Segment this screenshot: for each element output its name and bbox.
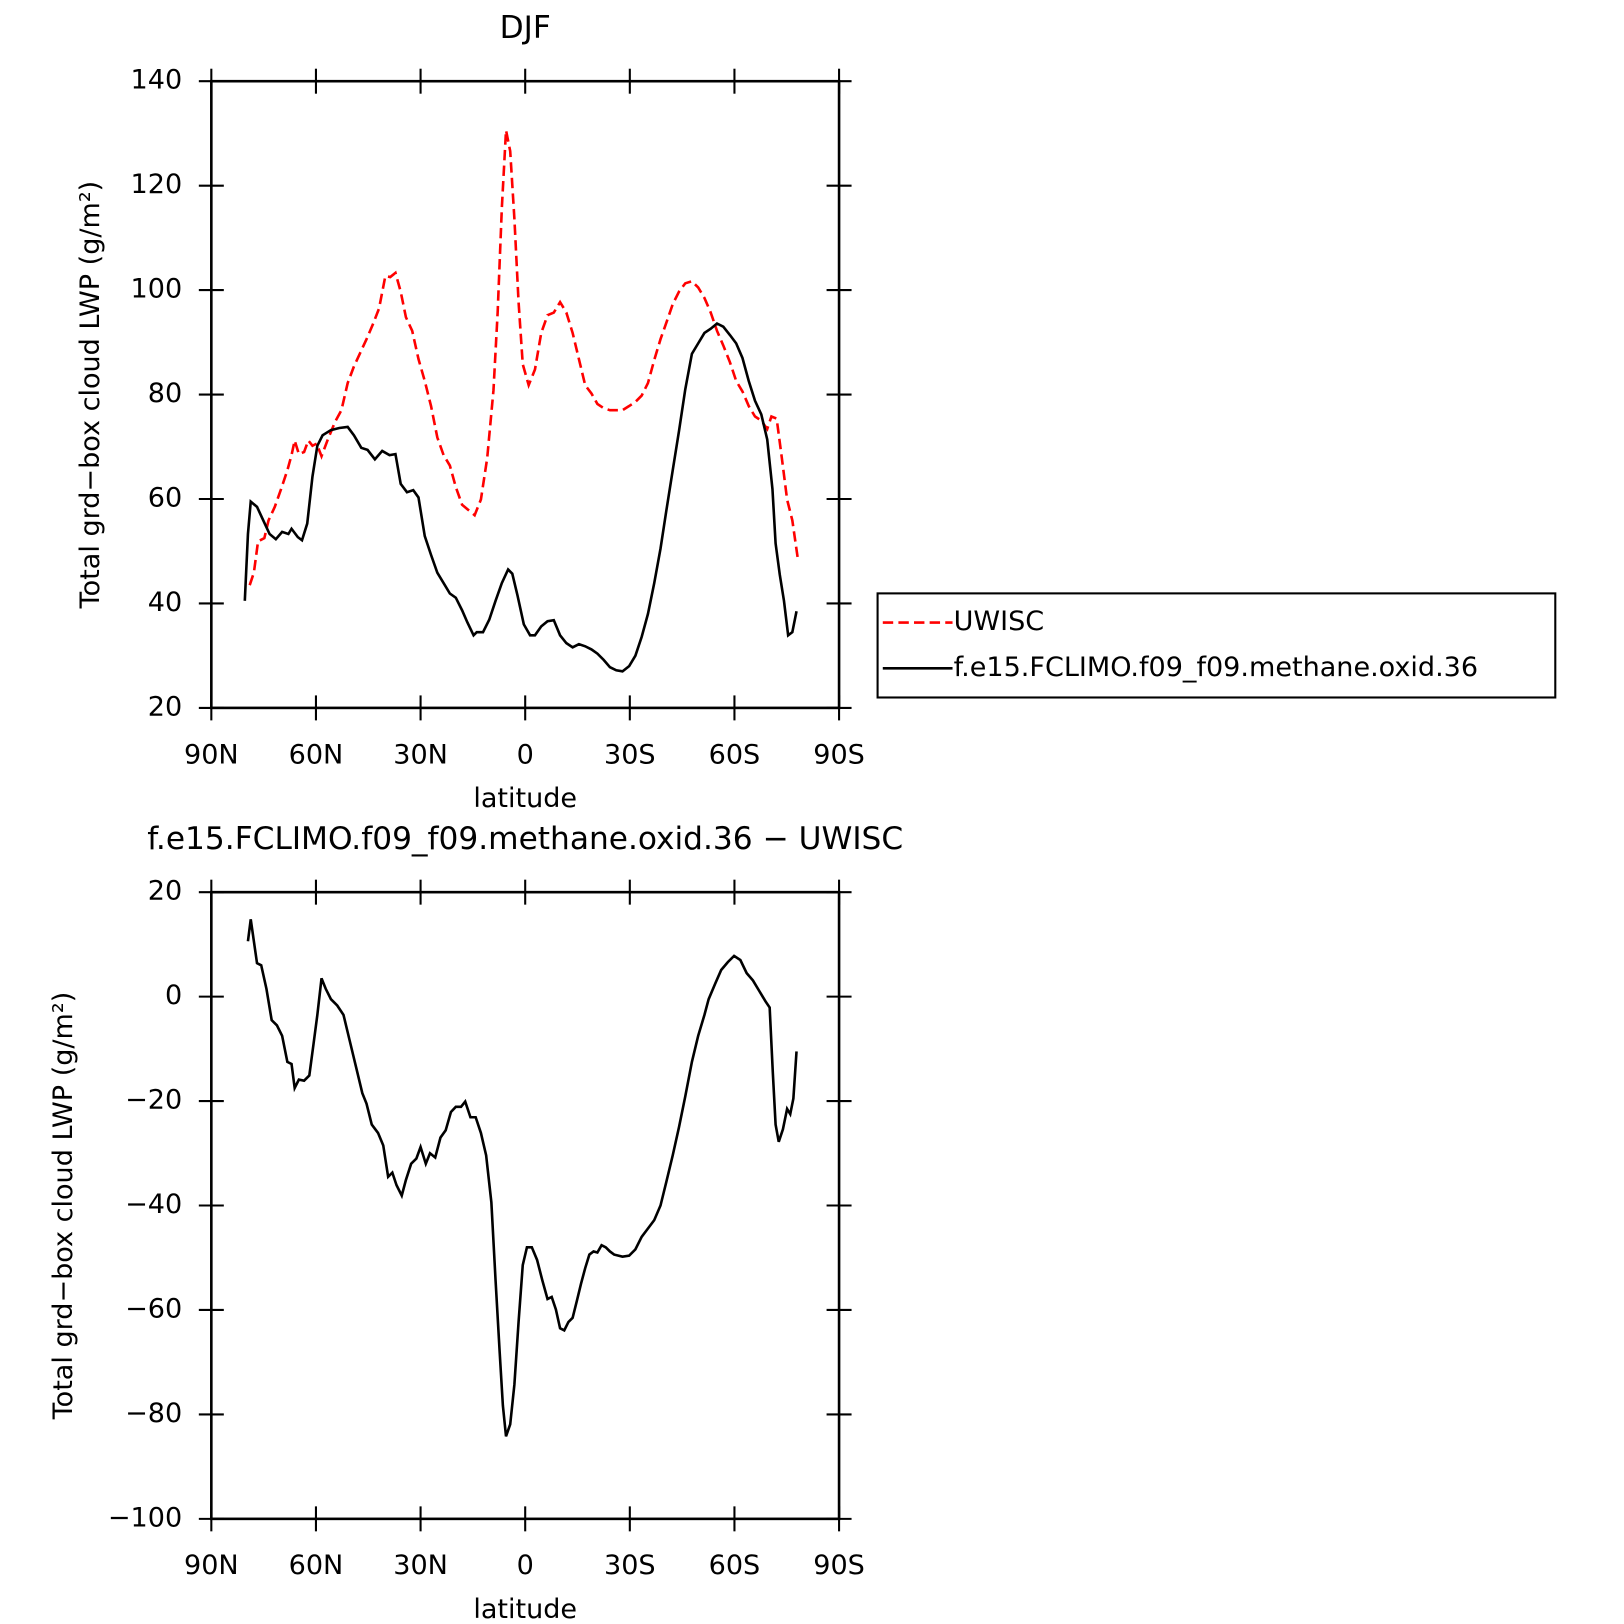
x-tick-label: 30N: [393, 739, 448, 770]
plot-frame: [210, 890, 841, 1521]
y-tick-label: 100: [131, 274, 183, 305]
y-tick-label: 0: [165, 980, 182, 1011]
x-tick-label: 0: [517, 1550, 534, 1581]
x-tick-label: 60N: [289, 739, 344, 770]
y-tick-label: 40: [148, 587, 182, 618]
y-tick-label: −60: [125, 1293, 182, 1324]
x-tick-label: 30N: [393, 1550, 448, 1581]
x-tick-label: 90N: [184, 739, 239, 770]
y-tick-label: 80: [148, 378, 182, 409]
x-tick-label: 90S: [813, 1550, 865, 1581]
x-tick-label: 60S: [709, 739, 761, 770]
y-tick-label: 20: [148, 691, 182, 722]
y-tick-label: −80: [125, 1398, 182, 1429]
x-tick-label: 0: [517, 739, 534, 770]
x-axis-label: latitude: [473, 1594, 577, 1624]
x-tick-label: 90S: [813, 739, 865, 770]
legend-box: [876, 592, 1557, 699]
y-tick-label: −20: [125, 1085, 182, 1116]
data-line: [243, 321, 798, 673]
y-axis-label: Total grd−box cloud LWP (g/m²): [75, 181, 106, 610]
x-axis-label: latitude: [473, 783, 577, 814]
y-tick-label: 20: [148, 876, 182, 907]
y-axis-label: Total grd−box cloud LWP (g/m²): [48, 992, 79, 1421]
x-tick-label: 90N: [184, 1550, 239, 1581]
legend-label: UWISC: [954, 606, 1045, 637]
chart-title: f.e15.FCLIMO.f09_f09.methane.oxid.36 − U…: [147, 821, 903, 857]
chart-title: DJF: [500, 10, 551, 46]
y-tick-label: −100: [108, 1502, 182, 1533]
y-tick-label: −40: [125, 1189, 182, 1220]
x-tick-label: 30S: [604, 1550, 656, 1581]
legend-label: f.e15.FCLIMO.f09_f09.methane.oxid.36: [954, 652, 1479, 683]
x-tick-label: 60N: [289, 1550, 344, 1581]
y-tick-label: 60: [148, 482, 182, 513]
data-line: [246, 919, 798, 1437]
y-tick-label: 140: [131, 65, 183, 96]
data-line: [248, 130, 799, 586]
y-tick-label: 120: [131, 169, 183, 200]
plot-frame: [210, 79, 841, 710]
x-tick-label: 60S: [709, 1550, 761, 1581]
x-tick-label: 30S: [604, 739, 656, 770]
